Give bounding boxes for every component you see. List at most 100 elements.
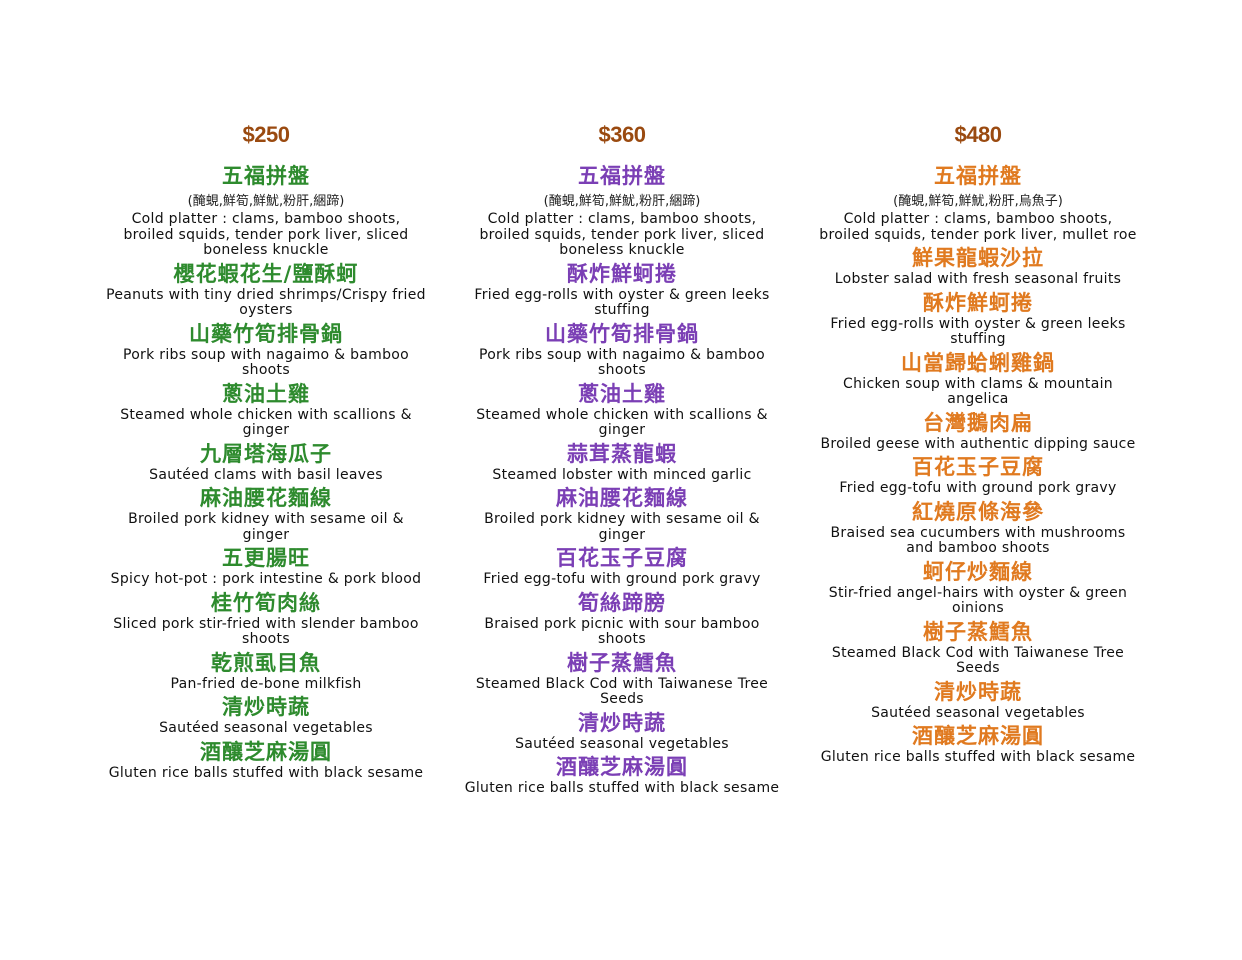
menu-item: 櫻花蝦花生/鹽酥蚵 Peanuts with tiny dried shrimps… (101, 260, 431, 319)
menu-item: 五更腸旺 Spicy hot-pot : pork intestine & por… (101, 544, 431, 588)
dish-description-english: Broiled pork kidney with sesame oil & gi… (484, 511, 760, 543)
dish-name-chinese: 酥炸鮮蚵捲 (567, 261, 677, 286)
menu-item: 山藥竹筍排骨鍋 Pork ribs soup with nagaimo & bam… (457, 320, 787, 379)
menu-item: 清炒時蔬 Sautéed seasonal vegetables (101, 693, 431, 737)
dish-name-chinese: 紅燒原條海參 (912, 499, 1044, 524)
menu-column-250: $250 五福拼盤 (醃蜆,鮮筍,鮮魷,粉肝,綑蹄) Cold platter : c… (101, 120, 431, 782)
menu-item: 五福拼盤 (醃蜆,鮮筍,鮮魷,粉肝,綑蹄) Cold platter : clams… (101, 162, 431, 259)
dish-description-english: Sautéed seasonal vegetables (159, 720, 373, 736)
dish-name-chinese: 五更腸旺 (222, 546, 310, 570)
dish-name-chinese: 五福拼盤 (934, 164, 1022, 188)
dish-description-english: Gluten rice balls stuffed with black ses… (820, 749, 1136, 765)
menu-item: 蚵仔炒麵線 Stir-fried angel-hairs with oyster … (813, 558, 1143, 617)
dish-name-chinese: 鮮果龍蝦沙拉 (912, 246, 1044, 270)
dish-description-english: Braised pork picnic with sour bamboo sho… (484, 615, 760, 647)
price-heading: $480 (954, 122, 1002, 147)
dish-name-chinese: 百花玉子豆腐 (556, 546, 688, 570)
menu-item: 酒釀芝麻湯圓 Gluten rice balls stuffed with bla… (101, 738, 431, 782)
menu-item: 麻油腰花麵線 Broiled pork kidney with sesame oi… (101, 484, 431, 543)
dish-description-english: Fried egg-rolls with oyster & green leek… (474, 286, 770, 318)
menu-item: 清炒時蔬 Sautéed seasonal vegetables (457, 709, 787, 753)
menu-item: 麻油腰花麵線 Broiled pork kidney with sesame oi… (457, 484, 787, 543)
dish-name-chinese: 山藥竹筍排骨鍋 (545, 321, 699, 346)
dish-description-english: Steamed Black Cod with Taiwanese Tree Se… (475, 675, 769, 707)
dish-name-chinese: 五福拼盤 (222, 164, 310, 188)
dish-name-chinese: 麻油腰花麵線 (200, 486, 332, 510)
price-heading: $250 (242, 122, 290, 147)
dish-name-chinese: 乾煎虱目魚 (211, 650, 321, 675)
dish-name-chinese: 五福拼盤 (578, 164, 666, 188)
menu-item: 乾煎虱目魚 Pan-fried de-bone milkfish (101, 649, 431, 693)
menu-item: 酒釀芝麻湯圓 Gluten rice balls stuffed with bla… (457, 753, 787, 797)
dish-name-chinese: 蒜茸蒸龍蝦 (567, 441, 677, 466)
dish-name-chinese: 百花玉子豆腐 (912, 455, 1044, 479)
menu-item: 鮮果龍蝦沙拉 Lobster salad with fresh seasonal … (813, 244, 1143, 288)
menu-column-480: $480 五福拼盤 (醃蜆,鮮筍,鮮魷,粉肝,烏魚子) Cold platter : … (813, 120, 1143, 767)
menu-item: 酥炸鮮蚵捲 Fried egg-rolls with oyster & green… (813, 289, 1143, 348)
menu-item: 蔥油土雞 Steamed whole chicken with scallions… (457, 380, 787, 439)
dish-description-english: Sautéed seasonal vegetables (871, 704, 1085, 721)
dish-name-chinese: 麻油腰花麵線 (556, 486, 688, 510)
menu-column-360: $360 五福拼盤 (醃蜆,鮮筍,鮮魷,粉肝,綑蹄) Cold platter : c… (457, 120, 787, 798)
dish-description-english: Sliced pork stir-fried with slender bamb… (113, 615, 419, 647)
menu-item: 九層塔海瓜子 Sautéed clams with basil leaves (101, 440, 431, 484)
dish-description-english: Lobster salad with fresh seasonal fruits (834, 271, 1122, 287)
dish-description-english: Steamed Black Cod with Taiwanese Tree Se… (831, 644, 1125, 676)
menu-item: 樹子蒸鱈魚 Steamed Black Cod with Taiwanese Tr… (457, 649, 787, 708)
dish-name-chinese: 蔥油土雞 (222, 381, 310, 406)
dish-description-english: Steamed whole chicken with scallions & g… (476, 406, 768, 438)
dish-description-english: Stir-fried angel-hairs with oyster & gre… (828, 584, 1128, 616)
dish-description-english: Broiled pork kidney with sesame oil & gi… (128, 511, 404, 543)
dish-description-english: Sautéed seasonal vegetables (515, 735, 729, 752)
menu-item: 桂竹筍肉絲 Sliced pork stir-fried with slender… (101, 589, 431, 648)
dish-name-chinese: 酒釀芝麻湯圓 (912, 724, 1044, 748)
dish-name-chinese: 櫻花蝦花生/鹽酥蚵 (173, 261, 359, 286)
dish-description-english: Peanuts with tiny dried shrimps/Crispy f… (106, 286, 426, 318)
dish-name-chinese: 樹子蒸鱈魚 (923, 619, 1033, 644)
dish-name-chinese: 酒釀芝麻湯圓 (556, 755, 688, 779)
dish-description-english: Broiled geese with authentic dipping sau… (820, 435, 1136, 452)
dish-description-english: Steamed whole chicken with scallions & g… (120, 406, 412, 438)
dish-description-english: Fried egg-rolls with oyster & green leek… (830, 315, 1126, 347)
dish-description-english: Braised sea cucumbers with mushrooms and… (830, 524, 1126, 556)
dish-name-chinese: 蔥油土雞 (578, 381, 666, 406)
menu-item: 蒜茸蒸龍蝦 Steamed lobster with minced garlic (457, 440, 787, 484)
dish-description-english: Steamed lobster with minced garlic (492, 466, 752, 483)
dish-name-chinese: 筍絲蹄膀 (578, 590, 666, 615)
dish-description-english: Chicken soup with clams & mountain angel… (843, 375, 1113, 407)
dish-description-english: Pan-fried de-bone milkfish (170, 675, 362, 692)
dish-description-english: Cold platter : clams, bamboo shoots, bro… (819, 211, 1137, 243)
dish-name-chinese: 山當歸蛤蜊雞鍋 (901, 350, 1055, 375)
menu-item: 五福拼盤 (醃蜆,鮮筍,鮮魷,粉肝,綑蹄) Cold platter : clams… (457, 162, 787, 259)
dish-name-chinese: 酒釀芝麻湯圓 (200, 739, 332, 764)
dish-description-english: Fried egg-tofu with ground pork gravy (839, 480, 1117, 496)
menu-item: 山當歸蛤蜊雞鍋 Chicken soup with clams & mountai… (813, 349, 1143, 408)
menu-item: 五福拼盤 (醃蜆,鮮筍,鮮魷,粉肝,烏魚子) Cold platter : clam… (813, 162, 1143, 243)
menu-item: 蔥油土雞 Steamed whole chicken with scallions… (101, 380, 431, 439)
dish-name-chinese: 清炒時蔬 (222, 695, 310, 719)
menu-item: 百花玉子豆腐 Fried egg-tofu with ground pork gr… (457, 544, 787, 588)
menu-item: 清炒時蔬 Sautéed seasonal vegetables (813, 678, 1143, 722)
dish-ingredients-chinese: (醃蜆,鮮筍,鮮魷,粉肝,綑蹄) (187, 194, 345, 209)
dish-description-english: Cold platter : clams, bamboo shoots, bro… (123, 211, 409, 258)
dish-name-chinese: 台灣鵝肉扁 (923, 410, 1033, 435)
dish-name-chinese: 九層塔海瓜子 (200, 441, 332, 466)
dish-description-english: Fried egg-tofu with ground pork gravy (483, 571, 761, 587)
dish-name-chinese: 蚵仔炒麵線 (923, 559, 1033, 584)
dish-name-chinese: 清炒時蔬 (578, 710, 666, 735)
dish-ingredients-chinese: (醃蜆,鮮筍,鮮魷,粉肝,綑蹄) (543, 194, 701, 209)
dish-name-chinese: 酥炸鮮蚵捲 (923, 290, 1033, 315)
dish-description-english: Cold platter : clams, bamboo shoots, bro… (479, 211, 765, 258)
dish-ingredients-chinese: (醃蜆,鮮筍,鮮魷,粉肝,烏魚子) (893, 194, 1063, 209)
menu-item: 酥炸鮮蚵捲 Fried egg-rolls with oyster & green… (457, 260, 787, 319)
dish-name-chinese: 山藥竹筍排骨鍋 (189, 321, 343, 346)
dish-description-english: Spicy hot-pot : pork intestine & pork bl… (110, 571, 422, 587)
dish-name-chinese: 樹子蒸鱈魚 (567, 650, 677, 675)
menu-item: 台灣鵝肉扁 Broiled geese with authentic dippin… (813, 409, 1143, 453)
menu-item: 紅燒原條海參 Braised sea cucumbers with mushroo… (813, 498, 1143, 557)
price-heading: $360 (598, 122, 646, 147)
dish-name-chinese: 清炒時蔬 (934, 679, 1022, 704)
menu-item: 百花玉子豆腐 Fried egg-tofu with ground pork gr… (813, 453, 1143, 497)
menu-item: 酒釀芝麻湯圓 Gluten rice balls stuffed with bla… (813, 722, 1143, 766)
dish-name-chinese: 桂竹筍肉絲 (211, 590, 321, 615)
